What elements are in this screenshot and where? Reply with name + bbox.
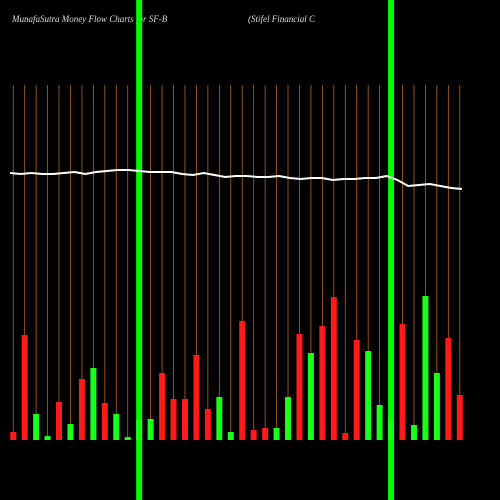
- chart-subtitle: (Stifel Financial C: [248, 14, 316, 24]
- bar: [388, 420, 395, 440]
- bar: [90, 368, 97, 440]
- bar: [67, 424, 74, 440]
- bar: [44, 436, 51, 440]
- bar: [113, 414, 120, 440]
- bar: [193, 355, 200, 440]
- bar: [181, 399, 188, 440]
- bar: [319, 326, 326, 440]
- bar: [10, 432, 17, 440]
- bar: [456, 395, 463, 440]
- bar: [399, 324, 406, 440]
- bar: [365, 351, 372, 440]
- bar: [239, 321, 246, 440]
- bar: [285, 397, 292, 440]
- highlight-band: [388, 0, 395, 500]
- bar: [376, 405, 383, 440]
- bar: [330, 297, 337, 440]
- bar: [56, 402, 63, 440]
- bar: [21, 335, 28, 440]
- bar: [33, 414, 40, 440]
- bar: [227, 432, 234, 440]
- bar: [78, 379, 85, 440]
- bar: [101, 403, 108, 440]
- bar: [433, 373, 440, 440]
- bar: [307, 353, 314, 440]
- chart-title: MunafaSutra Money Flow Charts for SF-B: [11, 14, 168, 24]
- bar: [445, 338, 452, 440]
- bar: [170, 399, 177, 440]
- bar: [353, 340, 360, 440]
- bar: [216, 397, 223, 440]
- bar: [136, 420, 143, 440]
- bar: [204, 409, 211, 440]
- bar: [273, 428, 280, 440]
- bar: [296, 334, 303, 440]
- highlight-band: [136, 0, 143, 500]
- bar: [262, 428, 269, 440]
- bar: [342, 433, 349, 440]
- bar: [422, 296, 429, 440]
- bar: [147, 419, 154, 440]
- bar: [159, 373, 166, 440]
- bar: [410, 425, 417, 440]
- bar: [124, 437, 131, 440]
- bar: [250, 430, 257, 440]
- money-flow-line: [9, 169, 463, 190]
